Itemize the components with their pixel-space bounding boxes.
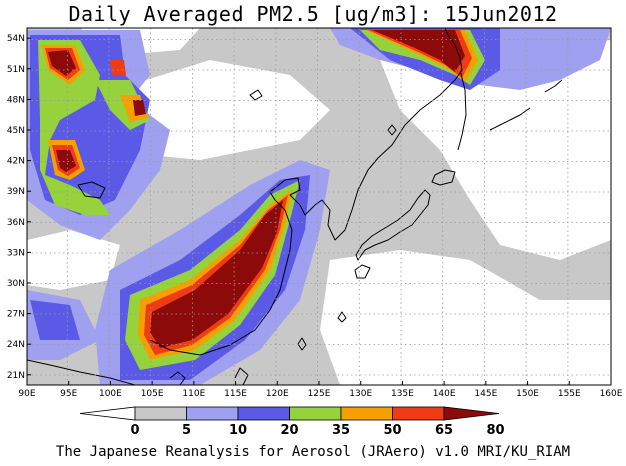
y-tick-label: 48N [7,95,25,105]
field-level-0 [27,230,120,290]
colorbar-label: 35 [332,423,350,438]
x-tick-label: 100E [99,389,122,399]
x-tick-label: 95E [60,389,77,399]
field-level-80 [48,50,76,76]
x-tick-label: 155E [558,389,581,399]
y-axis-ticks: 21N 24N 27N 30N 33N 36N 39N 42N 45N 48N 51N 54N [7,34,31,381]
field-level-0 [120,60,330,160]
y-tick-label: 21N [7,371,25,381]
field-level-80 [133,100,146,116]
colorbar-segment [443,406,500,421]
y-tick-label: 36N [7,218,25,228]
colorbar-segment [237,406,290,421]
field-level-65 [110,60,126,75]
x-tick-label: 150E [516,389,539,399]
field-level-80 [150,200,283,348]
colorbar-label: 80 [486,423,504,438]
colorbar-segment [340,406,393,421]
y-tick-label: 39N [7,187,25,197]
y-tick-label: 51N [7,65,25,75]
y-tick-label: 30N [7,279,25,289]
colorbar-segment [79,406,136,421]
colorbar-label: 65 [435,423,453,438]
y-tick-label: 27N [7,310,25,320]
map-title: Daily Averaged PM2.5 [ug/m3]: 15Jun2012 [68,2,558,26]
x-axis-ticks: 90E 95E 100E 105E 110E 115E 120E 125E 130E 135E 14… [18,381,623,399]
x-tick-label: 140E [433,389,456,399]
y-tick-label: 42N [7,157,25,167]
colorbar-label: 5 [182,423,191,438]
grid-lines [27,28,611,385]
x-tick-label: 160E [600,389,623,399]
x-tick-label: 125E [308,389,331,399]
y-tick-label: 54N [7,34,25,44]
y-tick-label: 24N [7,340,25,350]
x-tick-label: 135E [391,389,414,399]
x-tick-label: 90E [18,389,35,399]
colorbar-segment [134,406,187,421]
field-level-80 [372,30,465,72]
field-level-35 [38,40,110,215]
y-tick-label: 33N [7,248,25,258]
colorbar-label: 20 [280,423,298,438]
coastlines [27,28,563,385]
credit-line: The Japanese Reanalysis for Aerosol (JRA… [55,444,571,460]
field-level-0 [380,40,611,260]
y-tick-label: 45N [7,126,25,136]
x-tick-label: 120E [266,389,289,399]
field-level-80 [56,150,76,172]
colorbar-label: 50 [383,423,401,438]
x-tick-label: 105E [141,389,164,399]
x-tick-label: 145E [474,389,497,399]
colorbar-label: 10 [229,423,247,438]
pm25-field [27,28,611,385]
colorbar-label: 0 [130,423,139,438]
colorbar-segment [392,406,445,421]
x-tick-label: 130E [349,389,372,399]
x-tick-label: 115E [224,389,247,399]
colorbar-segment [289,406,342,421]
colorbar: 0 5 10 20 35 50 65 80 [79,406,505,438]
colorbar-segment [186,406,239,421]
x-tick-label: 110E [182,389,205,399]
